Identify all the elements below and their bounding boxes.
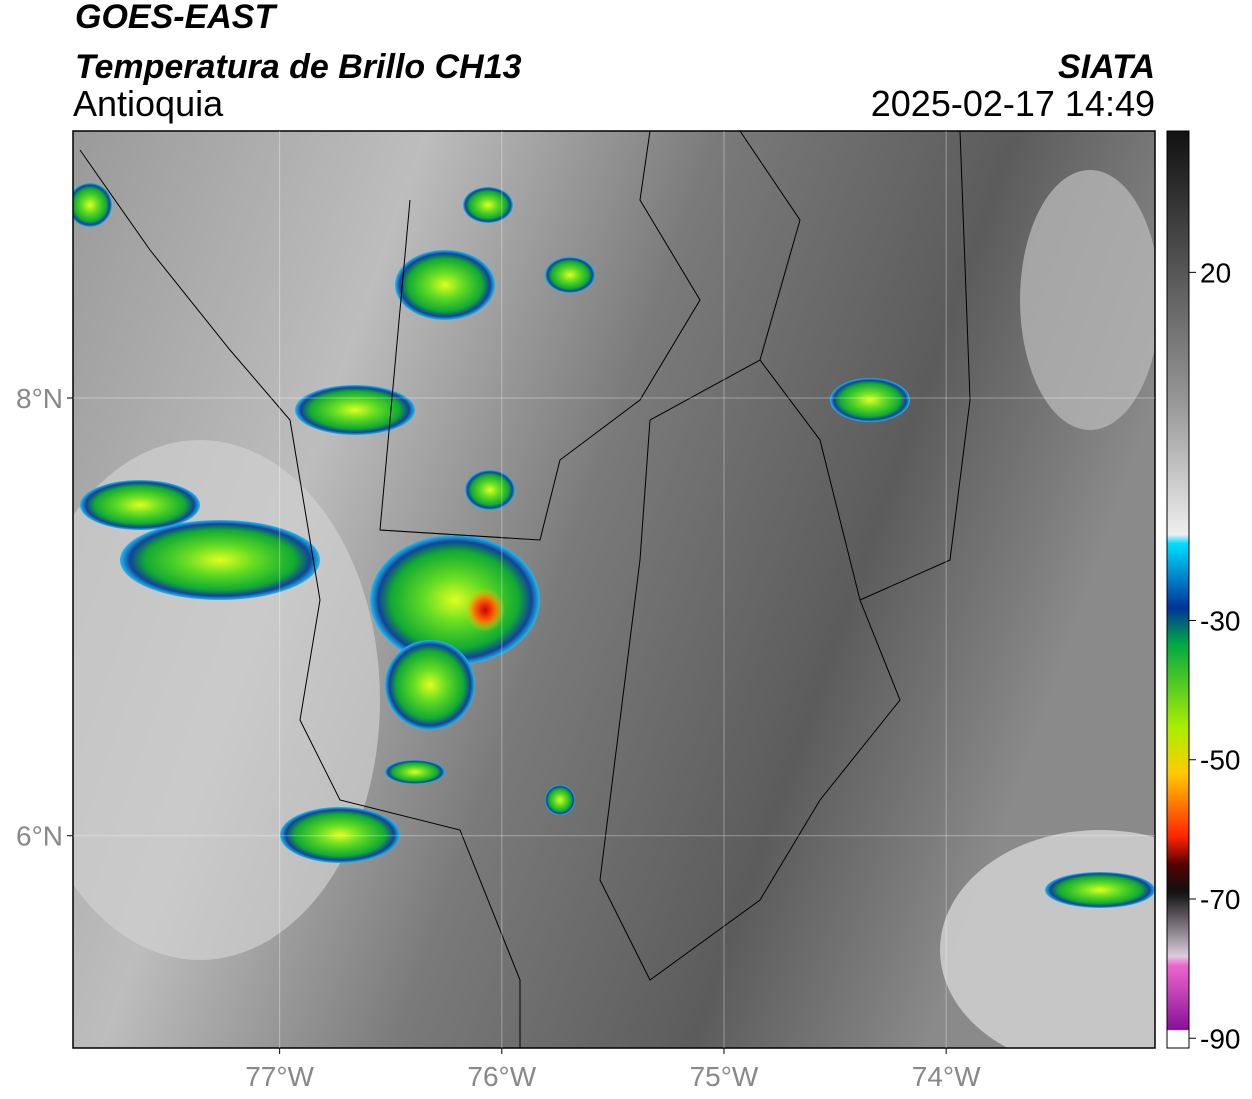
title: GOES-EAST — [75, 0, 278, 36]
map-image — [73, 131, 1155, 1048]
lon-tick-label: 75°W — [690, 1061, 759, 1092]
colorbar-tick-label: -90 — [1200, 1023, 1240, 1054]
lon-tick-label: 76°W — [467, 1061, 536, 1092]
colorbar-tick-label: -70 — [1200, 884, 1240, 915]
colorbar-tick-label: 20 — [1200, 257, 1231, 288]
colorbar — [1166, 130, 1190, 1049]
source: SIATA — [1058, 48, 1155, 86]
subtitle: Temperatura de Brillo CH13 — [75, 48, 522, 86]
colorbar-tick-label: -30 — [1200, 605, 1240, 636]
lon-tick-label: 74°W — [912, 1061, 981, 1092]
lon-tick-label: 77°W — [245, 1061, 314, 1092]
region: Antioquia — [73, 83, 224, 124]
map-frame — [72, 130, 1156, 1049]
colorbar-tick-label: -50 — [1200, 745, 1240, 776]
lat-tick-label: 8°N — [16, 383, 63, 414]
lat-tick-label: 6°N — [16, 821, 63, 852]
timestamp: 2025-02-17 14:49 — [871, 83, 1155, 124]
